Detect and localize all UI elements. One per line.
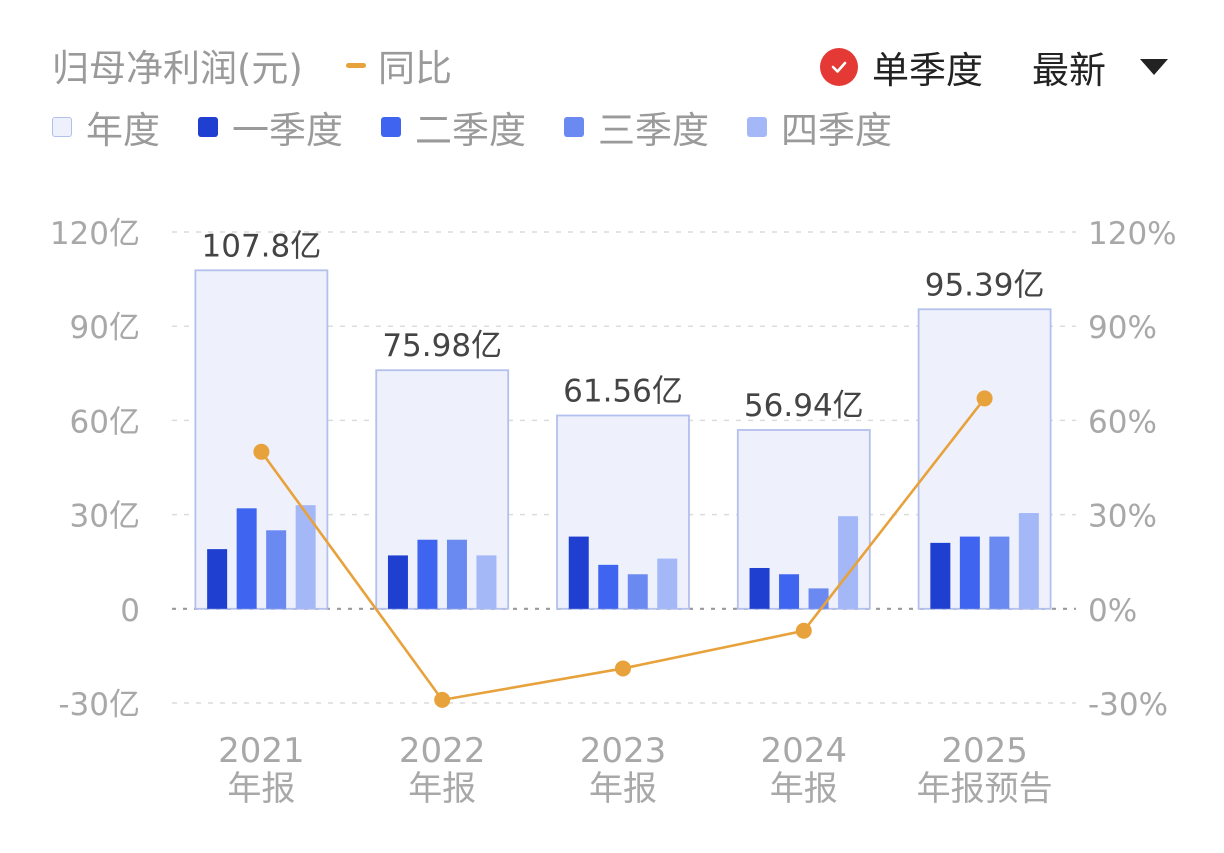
legend-label: 二季度 [415,109,526,152]
chart-title: 归母净利润(元) [52,47,303,90]
check-icon [820,48,858,86]
x-tick-kind: 年报 [227,769,295,809]
annual-value-label: 75.98亿 [382,328,502,364]
y-left-tick-label: 60亿 [70,404,140,440]
x-tick-year: 2024 [761,731,848,771]
y-left-tick-label: 120亿 [50,216,140,252]
quarter-bar [476,555,497,609]
x-tick-year: 2022 [399,731,486,771]
yoy-legend[interactable]: 同比 [346,38,452,92]
quarter-bar [1018,513,1039,609]
legend-swatch [52,117,72,137]
quarter-bar [627,574,648,609]
quarter-bar [598,564,619,609]
dropdown-triangle-icon [1140,59,1168,75]
single-quarter-label: 单季度 [872,49,983,92]
quarter-bar [207,549,228,609]
y-left-tick-label: 30亿 [70,499,140,535]
quarter-bar [236,508,257,609]
legend-label: 四季度 [781,109,892,152]
x-tick-kind: 年报预告 [917,769,1053,809]
quarter-bar [295,505,316,609]
y-right-tick-label: 120% [1088,216,1177,252]
yoy-point [976,390,993,407]
quarter-bar [989,536,1010,609]
y-right-tick-label: 30% [1088,499,1157,535]
quarter-bar [446,539,467,609]
legend-swatch [747,117,767,137]
yoy-point [795,622,812,639]
yoy-point [253,443,270,460]
quarter-bar [417,539,438,609]
x-tick-year: 2023 [580,731,667,771]
x-tick-kind: 年报 [589,769,657,809]
annual-value-label: 61.56亿 [563,374,683,410]
latest-label: 最新 [1032,49,1106,92]
legend-label: 三季度 [598,109,709,152]
yoy-legend-label: 同比 [378,47,452,90]
quarter-bar [749,567,770,609]
y-left-tick-label: 0 [120,593,140,629]
legend-item-2[interactable]: 二季度 [381,100,526,154]
y-right-tick-label: 60% [1088,404,1157,440]
legend-item-1[interactable]: 一季度 [198,100,343,154]
series-legend: 年度 一季度 二季度 三季度 四季度 [52,100,930,154]
quarter-bar [266,530,287,609]
yoy-point [615,660,631,677]
legend-swatch [198,117,218,137]
x-tick-kind: 年报 [408,769,476,809]
y-left-tick-label: -30亿 [58,687,140,723]
single-quarter-toggle[interactable]: 单季度 [820,40,983,94]
quarter-bar [387,555,408,609]
x-tick-year: 2021 [218,731,305,771]
quarter-bar [568,536,589,609]
annual-value-label: 56.94亿 [744,388,864,424]
latest-dropdown[interactable]: 最新 [1032,40,1168,94]
legend-label: 年度 [86,109,160,152]
annual-value-label: 107.8亿 [202,228,322,264]
quarter-bar [930,542,951,609]
legend-item-4[interactable]: 四季度 [747,100,892,154]
yoy-point [434,691,451,708]
quarter-bar [779,574,800,609]
x-tick-year: 2025 [941,731,1028,771]
y-right-tick-label: 0% [1088,593,1137,629]
legend-item-3[interactable]: 三季度 [564,100,709,154]
quarter-bar [959,536,980,609]
y-right-tick-label: 90% [1088,310,1157,346]
y-left-tick-label: 90亿 [70,310,140,346]
annual-value-label: 95.39亿 [925,267,1045,303]
legend-item-0[interactable]: 年度 [52,100,160,154]
y-right-tick-label: -30% [1088,687,1168,723]
legend-label: 一季度 [232,109,343,152]
quarter-bar [808,588,829,609]
legend-swatch [381,117,401,137]
quarter-bar [838,516,859,609]
x-tick-kind: 年报 [770,769,838,809]
quarter-bar [657,558,678,609]
legend-swatch [564,117,584,137]
yoy-line-swatch [346,62,366,68]
